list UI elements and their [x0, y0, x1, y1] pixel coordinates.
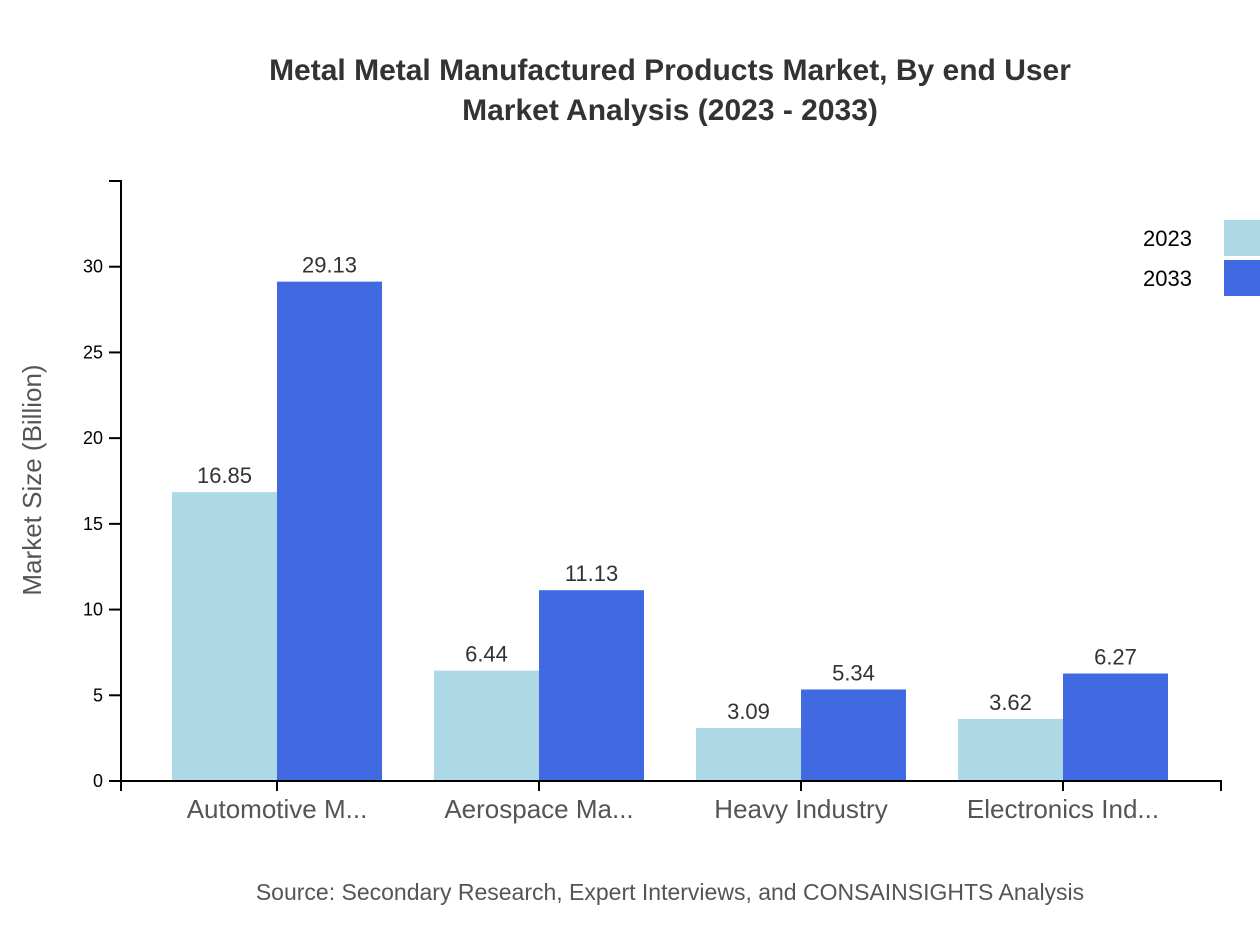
- bar-2033-2: [801, 689, 906, 781]
- data-label: 11.13: [565, 561, 618, 586]
- legend-swatch-2033: [1224, 260, 1260, 296]
- chart-title-line-1: Metal Metal Manufactured Products Market…: [269, 54, 1071, 87]
- data-label: 16.85: [197, 463, 252, 488]
- bar-2023-0: [172, 492, 277, 781]
- legend-swatch-2023: [1224, 220, 1260, 256]
- data-label: 6.44: [465, 642, 508, 667]
- legend-label: 2033: [1143, 266, 1192, 291]
- x-tick-label: Aerospace Ma...: [444, 794, 633, 824]
- data-label: 5.34: [832, 660, 875, 685]
- data-label: 3.09: [727, 699, 770, 724]
- bar-2033-1: [539, 590, 644, 781]
- y-tick-label: 30: [83, 257, 103, 277]
- y-tick-label: 5: [93, 685, 103, 705]
- bar-2033-3: [1063, 673, 1168, 781]
- y-tick-label: 25: [83, 342, 103, 362]
- data-label: 29.13: [302, 253, 357, 278]
- y-axis: 0 5 10 15 20 25 30: [83, 180, 122, 791]
- source-note: Source: Secondary Research, Expert Inter…: [256, 879, 1084, 905]
- x-tick-label: Electronics Ind...: [967, 794, 1159, 824]
- y-tick-label: 10: [83, 600, 103, 620]
- y-axis-line: [109, 180, 122, 782]
- y-tick-label: 15: [83, 514, 103, 534]
- chart-title-line-2: Market Analysis (2023 - 2033): [462, 94, 878, 127]
- y-tick-label: 0: [93, 771, 103, 791]
- bar-2023-2: [696, 728, 801, 781]
- x-tick-label: Heavy Industry: [714, 794, 887, 824]
- y-tick-label: 20: [83, 428, 103, 448]
- x-axis-line: [120, 780, 1222, 791]
- legend: 2023 2033: [1143, 220, 1260, 296]
- data-label: 6.27: [1094, 645, 1137, 670]
- data-label: 3.62: [989, 690, 1032, 715]
- legend-label: 2023: [1143, 226, 1192, 251]
- y-axis-label: Market Size (Billion): [17, 364, 47, 595]
- x-tick-label: Automotive M...: [187, 794, 368, 824]
- bar-2033-0: [277, 281, 382, 781]
- bar-2023-1: [434, 670, 539, 781]
- bar-2023-3: [958, 718, 1063, 781]
- x-axis: Automotive M... Aerospace Ma... Heavy Indu…: [120, 780, 1222, 824]
